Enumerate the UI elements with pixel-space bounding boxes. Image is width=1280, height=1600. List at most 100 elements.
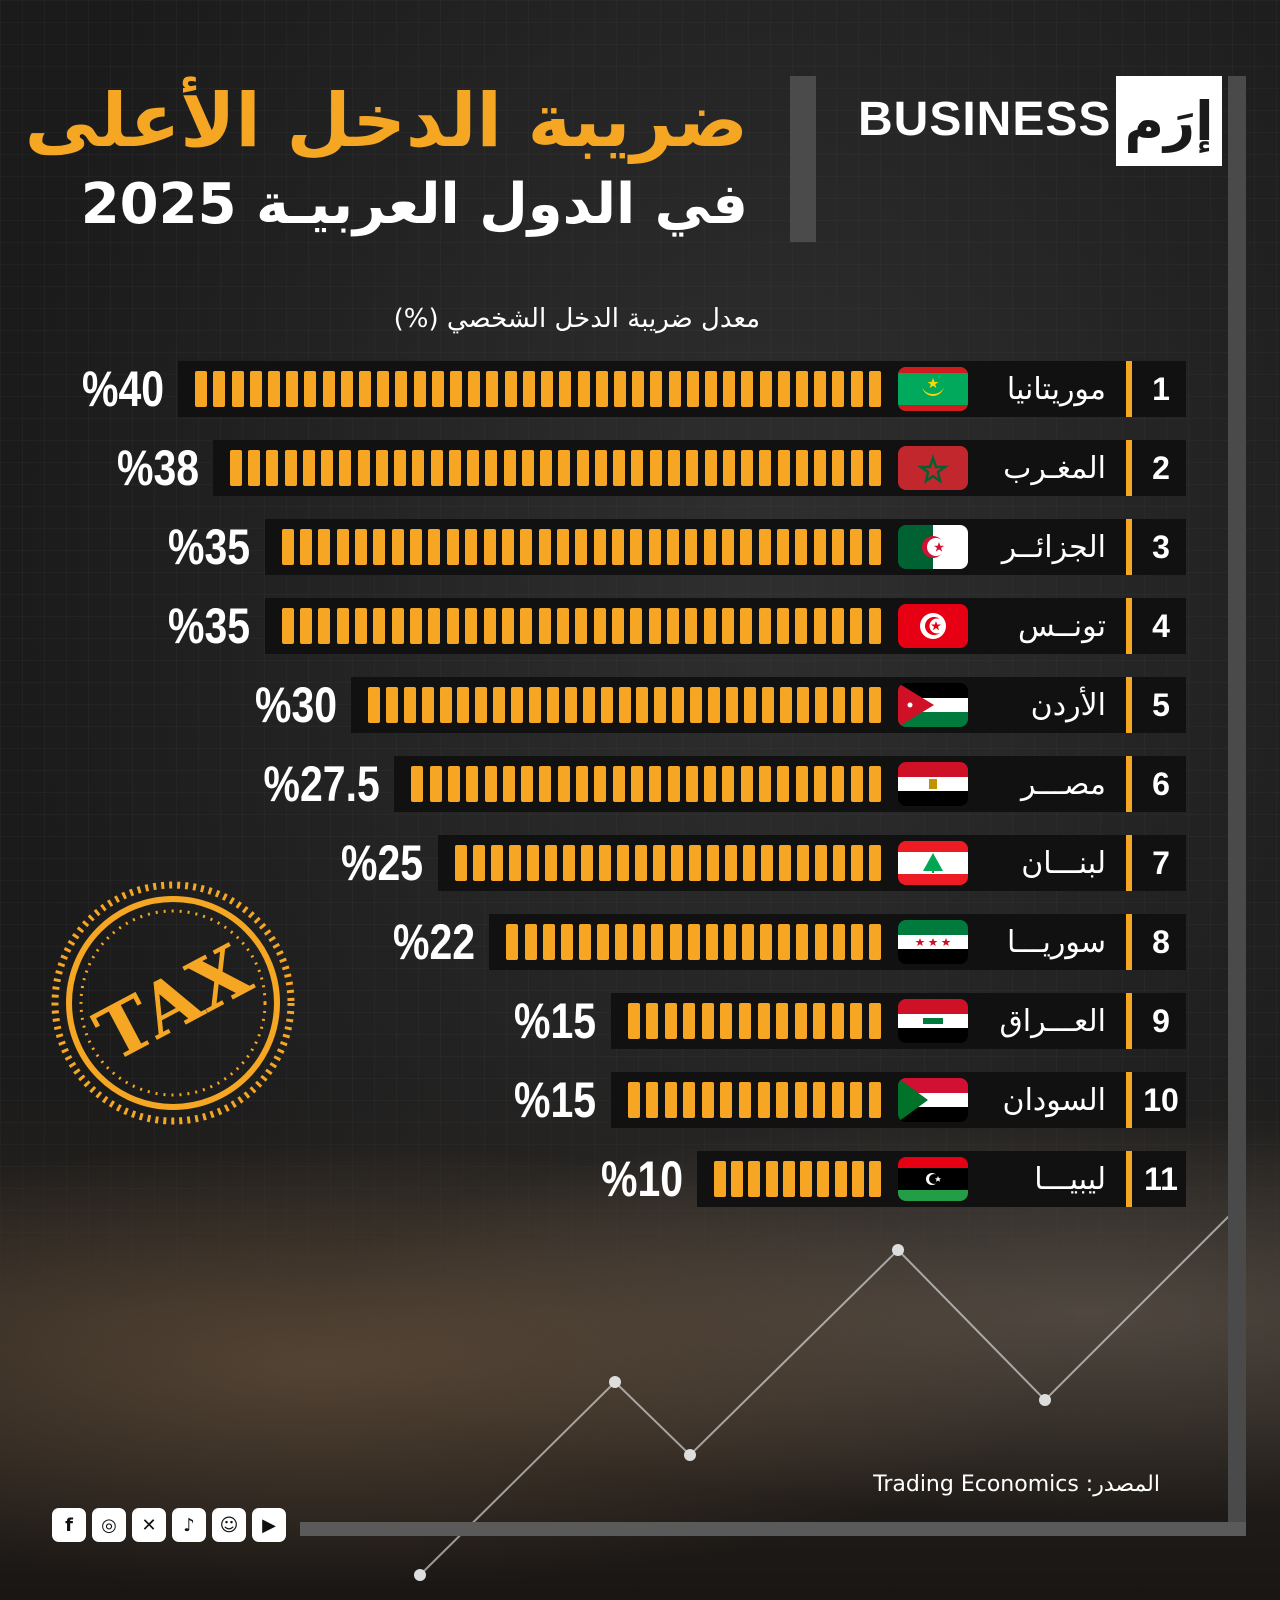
bar-segment — [868, 766, 881, 802]
bar-segment — [850, 529, 863, 565]
bar-segment — [722, 450, 735, 486]
bar-row: 7 لبنـــان %25 — [0, 835, 1280, 891]
bar-segment — [373, 529, 386, 565]
bar-segment — [529, 687, 542, 723]
bar-segment — [577, 371, 590, 407]
bar-segment — [760, 845, 773, 881]
bar-segment — [651, 924, 664, 960]
bar-segment — [759, 766, 772, 802]
bar-segment — [575, 608, 588, 644]
bar-segment — [630, 529, 643, 565]
bar-segment — [724, 845, 737, 881]
data-label: %25 — [341, 835, 424, 891]
bar-segment — [713, 1161, 726, 1197]
bar-segment — [742, 845, 755, 881]
flag-jordan-icon — [898, 683, 968, 727]
brand-logo: إرَم — [1116, 76, 1222, 166]
bar-segment — [738, 1003, 751, 1039]
bar-segment — [664, 1082, 677, 1118]
bar-segment — [576, 766, 589, 802]
youtube-icon[interactable]: ▶ — [252, 1508, 286, 1542]
bar-row-panel — [212, 440, 1186, 496]
bar-segment — [501, 529, 514, 565]
bar-segment — [355, 529, 368, 565]
bar-segment — [630, 766, 643, 802]
bar-segment — [446, 608, 459, 644]
bar-segment — [355, 608, 368, 644]
country-label: لبنـــان — [1021, 845, 1106, 881]
bar-row-panel — [437, 835, 1186, 891]
bar-row: 4 تونــس %35 — [0, 598, 1280, 654]
bar-segment — [748, 1161, 761, 1197]
bar-segment — [795, 450, 808, 486]
bar-segment — [664, 1003, 677, 1039]
bar-segment — [475, 687, 488, 723]
bar-segment — [701, 1082, 714, 1118]
bar-segment — [538, 529, 551, 565]
frame-horizontal-bar — [300, 1522, 1246, 1536]
rank-separator — [1126, 835, 1132, 891]
bar-segment — [850, 371, 863, 407]
bar-segment — [249, 371, 262, 407]
bar-segment — [375, 450, 388, 486]
bar-segment — [613, 450, 626, 486]
bar-segment — [794, 1003, 807, 1039]
bar — [279, 608, 885, 644]
bar-segment — [796, 845, 809, 881]
bar-segment — [685, 608, 698, 644]
bar-segment — [832, 371, 845, 407]
rank-label: 9 — [1152, 1002, 1170, 1039]
bar-segment — [524, 924, 537, 960]
bar-segment — [686, 450, 699, 486]
x-icon[interactable]: ✕ — [132, 1508, 166, 1542]
bar-segment — [526, 845, 539, 881]
bar-segment — [868, 845, 881, 881]
bar-segment — [490, 845, 503, 881]
bar-segment — [832, 608, 845, 644]
bar-segment — [430, 450, 443, 486]
bar-segment — [868, 1003, 881, 1039]
snapchat-icon[interactable]: ☺ — [212, 1508, 246, 1542]
bar-segment — [868, 371, 881, 407]
bar — [279, 529, 885, 565]
bar-segment — [511, 687, 524, 723]
bar-segment — [593, 608, 606, 644]
facebook-icon[interactable]: f — [52, 1508, 86, 1542]
instagram-icon[interactable]: ◎ — [92, 1508, 126, 1542]
bar-segment — [670, 845, 683, 881]
rank-separator — [1126, 914, 1132, 970]
bar-segment — [850, 450, 863, 486]
bar-segment — [782, 1161, 795, 1197]
bar-segment — [831, 1003, 844, 1039]
bar-segment — [542, 924, 555, 960]
bar-segment — [520, 608, 533, 644]
bar-segment — [850, 608, 863, 644]
bar-segment — [247, 450, 260, 486]
rank-separator — [1126, 677, 1132, 733]
bar-segment — [594, 766, 607, 802]
tiktok-icon[interactable]: ♪ — [172, 1508, 206, 1542]
bar-segment — [795, 766, 808, 802]
bar-segment — [522, 371, 535, 407]
bar-segment — [267, 371, 280, 407]
bar-segment — [502, 766, 515, 802]
rank-separator — [1126, 756, 1132, 812]
bar-segment — [738, 1082, 751, 1118]
bar-segment — [428, 608, 441, 644]
axis-label: معدل ضريبة الدخل الشخصي (%) — [393, 304, 760, 334]
bar-segment — [686, 371, 699, 407]
bar-segment — [395, 371, 408, 407]
bar-segment — [541, 371, 554, 407]
bar-segment — [627, 1003, 640, 1039]
flag-libya-icon — [898, 1157, 968, 1201]
bar-segment — [832, 845, 845, 881]
bar-segment — [649, 766, 662, 802]
bar-segment — [428, 529, 441, 565]
bar — [408, 766, 884, 802]
bar-segment — [448, 450, 461, 486]
bar-segment — [851, 687, 864, 723]
bar-segment — [690, 687, 703, 723]
bar-segment — [740, 608, 753, 644]
bar-segment — [578, 924, 591, 960]
social-icons: f ◎ ✕ ♪ ☺ ▶ — [52, 1508, 286, 1542]
